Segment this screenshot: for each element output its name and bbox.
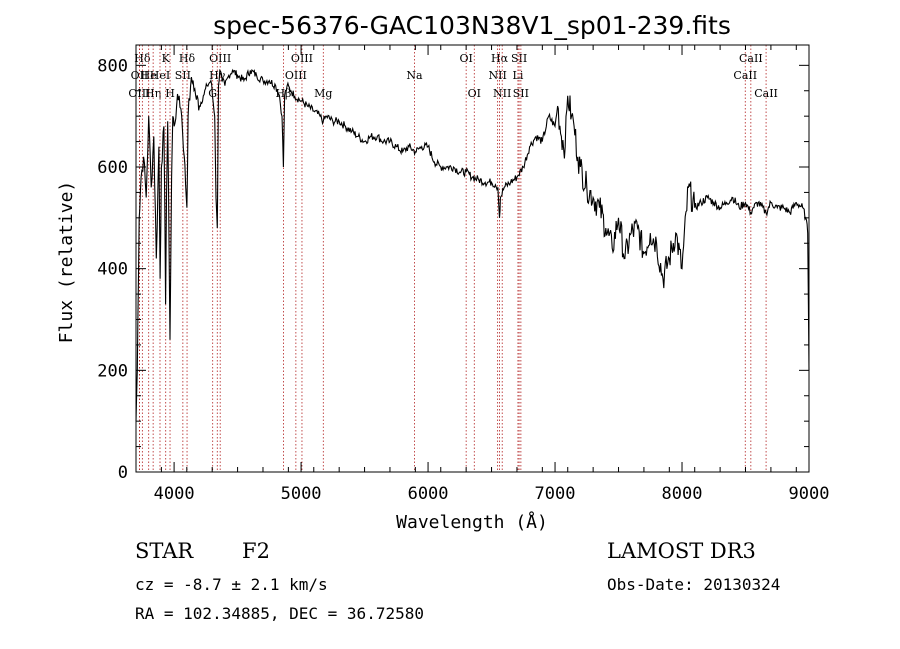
line-marker-label: He [141,69,157,82]
line-marker-label: Hδ [179,52,196,65]
x-tick-label: 7000 [535,484,576,504]
x-tick-label: 5000 [281,484,322,504]
coordinates-readout: RA = 102.34885, DEC = 36.72580 [135,604,424,623]
line-marker-label: OI [459,52,472,65]
x-axis-ticks: 4000 5000 6000 7000 8000 9000 [135,45,830,504]
line-marker-label: OI [468,87,481,100]
line-marker-label: OIII [128,87,150,100]
y-axis-ticks: 0 200 400 600 800 [97,56,809,483]
line-marker-label: OIII [291,52,313,65]
spectral-subclass: F2 [242,539,270,563]
line-marker-label: NII [493,87,511,100]
y-axis-label: Flux (relative) [56,181,77,344]
x-tick-label: 9000 [789,484,830,504]
observation-date: Obs-Date: 20130324 [607,575,780,594]
y-tick-label: 600 [97,158,128,178]
line-marker-label: CaII [754,87,778,100]
line-marker-label: Hη [145,87,161,100]
flux-series-line [135,68,810,422]
survey-name: LAMOST DR3 [607,539,756,563]
line-marker-label: K [162,52,171,65]
line-marker-label: CaII [739,52,763,65]
line-marker-label: OII [131,69,149,82]
line-marker-label: Na [406,69,423,82]
plot-frame [135,44,810,473]
line-marker-label: OIII [285,69,307,82]
line-marker-label: Hα [491,52,509,65]
x-tick-label: 4000 [154,484,195,504]
line-marker-label: Hδ [134,52,151,65]
line-marker-label: Li [513,69,524,82]
x-tick-label: 6000 [408,484,449,504]
x-axis-label: Wavelength (Å) [396,511,548,533]
line-marker-label: H [165,87,175,100]
line-marker-label: CaII [733,69,757,82]
line-marker-label: SII [175,69,191,82]
line-markers: HδOIIOIIIHeHηKHeIHHδSIIOIIIHγGOIIIOIIIHβ… [128,45,778,472]
y-tick-label: 800 [97,56,128,76]
redshift-readout: cz = -8.7 ± 2.1 km/s [135,575,328,594]
line-marker-label: Mg [314,87,332,100]
line-marker-label: HeI [150,69,170,82]
x-tick-label: 8000 [662,484,703,504]
y-tick-label: 400 [97,260,128,280]
line-marker-label: SII [511,52,527,65]
line-marker-label: NII [488,69,506,82]
object-type: STAR [135,539,194,563]
y-tick-label: 200 [97,361,128,381]
y-tick-label: 0 [118,463,128,483]
line-marker-label: SII [513,87,529,100]
chart-title: spec-56376-GAC103N38V1_sp01-239.fits [213,11,731,40]
line-marker-label: OIII [209,52,231,65]
